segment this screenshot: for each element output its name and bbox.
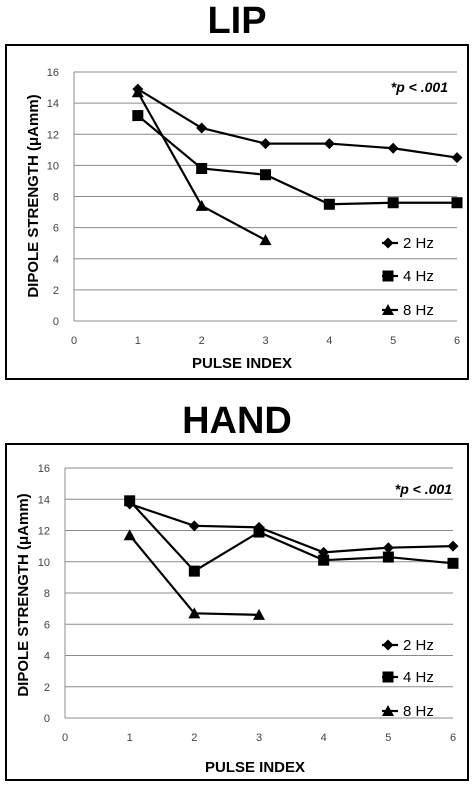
hand-point-8hz <box>253 608 265 620</box>
hand-x-tick-label: 2 <box>191 732 197 744</box>
hand-point-2hz <box>188 520 200 532</box>
hand-point-4hz <box>447 557 459 569</box>
hand-point-4hz <box>188 565 200 577</box>
hand-y-tick-label: 6 <box>44 619 50 631</box>
hand-x-tick-label: 5 <box>385 732 391 744</box>
hand-legend-label-8hz: 8 Hz <box>403 703 434 720</box>
hand-point-8hz <box>123 529 136 541</box>
hand-y-tick-label: 10 <box>38 557 50 569</box>
lip-chart-frame <box>5 44 469 380</box>
hand-x-tick-label: 3 <box>256 732 262 744</box>
lip-y-tick-label: 10 <box>47 160 59 172</box>
hand-legend-label-2hz: 2 Hz <box>403 637 434 654</box>
hand-y-tick-label: 4 <box>44 651 50 663</box>
hand-y-tick-label: 12 <box>38 526 50 538</box>
hand-legend-marker-2hz <box>382 639 394 651</box>
hand-y-tick-label: 14 <box>38 494 50 506</box>
lip-legend-label-2hz: 2 Hz <box>403 235 434 252</box>
lip-legend-marker-2hz <box>382 237 394 249</box>
lip-point-2hz <box>196 122 208 134</box>
lip-y-tick-label: 0 <box>53 316 59 328</box>
lip-x-tick-label: 6 <box>454 335 460 347</box>
lip-x-tick-label: 2 <box>199 335 205 347</box>
lip-point-8hz <box>195 199 208 211</box>
lip-point-4hz <box>260 169 271 181</box>
hand-y-axis-title: DIPOLE STRENGTH (μAmm) <box>15 493 32 696</box>
lip-point-2hz <box>387 142 399 154</box>
hand-point-4hz <box>382 551 394 563</box>
hand-legend-marker-8hz <box>382 705 394 716</box>
lip-chart-title: LIP <box>207 0 267 42</box>
lip-y-tick-label: 8 <box>53 192 59 204</box>
hand-chart-title: HAND <box>182 400 292 442</box>
hand-point-8hz <box>188 607 201 619</box>
lip-y-tick-label: 6 <box>53 223 59 235</box>
hand-point-2hz <box>382 542 394 554</box>
hand-x-tick-label: 0 <box>62 732 68 744</box>
lip-point-2hz <box>451 152 463 164</box>
hand-point-4hz <box>318 554 330 566</box>
hand-chart-frame <box>5 443 469 781</box>
lip-point-4hz <box>196 162 208 174</box>
hand-x-tick-label: 6 <box>450 732 456 744</box>
lip-point-4hz <box>323 198 335 210</box>
lip-point-8hz <box>259 234 272 246</box>
lip-y-tick-label: 2 <box>53 285 59 297</box>
lip-point-2hz <box>260 138 271 150</box>
lip-y-tick-label: 16 <box>47 67 59 79</box>
lip-point-8hz <box>131 86 144 98</box>
lip-y-tick-label: 4 <box>53 254 59 266</box>
lip-point-4hz <box>451 197 463 209</box>
lip-x-tick-label: 1 <box>135 335 141 347</box>
lip-series-line-2hz <box>137 88 458 159</box>
lip-y-tick-label: 14 <box>47 98 59 110</box>
hand-point-4hz <box>253 526 265 538</box>
hand-point-2hz <box>447 540 459 552</box>
hand-x-tick-label: 1 <box>127 732 133 744</box>
hand-legend-label-4hz: 4 Hz <box>403 669 434 686</box>
hand-y-tick-label: 0 <box>44 713 50 725</box>
hand-series-line-4hz <box>128 500 454 573</box>
hand-legend-marker-4hz <box>382 671 394 683</box>
lip-legend-marker-4hz <box>382 270 394 282</box>
hand-y-tick-label: 2 <box>44 682 50 694</box>
lip-x-tick-label: 5 <box>390 335 396 347</box>
hand-x-tick-label: 4 <box>321 732 327 744</box>
lip-point-4hz <box>387 197 399 209</box>
lip-x-axis-title: PULSE INDEX <box>192 355 292 372</box>
lip-legend-label-8hz: 8 Hz <box>403 302 434 319</box>
lip-significance-note: *p < .001 <box>391 79 448 95</box>
lip-x-tick-label: 0 <box>71 335 77 347</box>
lip-y-axis-title: DIPOLE STRENGTH (μAmm) <box>25 94 42 297</box>
hand-significance-note: *p < .001 <box>395 481 452 497</box>
hand-y-tick-label: 8 <box>44 588 50 600</box>
lip-legend-label-4hz: 4 Hz <box>403 268 434 285</box>
lip-point-2hz <box>323 138 335 150</box>
lip-x-tick-label: 4 <box>326 335 332 347</box>
lip-x-tick-label: 3 <box>262 335 268 347</box>
lip-series-line-4hz <box>137 114 457 206</box>
hand-series-line-2hz <box>129 502 454 554</box>
hand-point-4hz <box>124 495 136 507</box>
lip-point-4hz <box>132 110 144 122</box>
lip-y-tick-label: 12 <box>47 129 59 141</box>
lip-legend-marker-8hz <box>382 304 394 315</box>
hand-y-tick-label: 16 <box>38 463 50 475</box>
hand-x-axis-title: PULSE INDEX <box>205 759 305 776</box>
